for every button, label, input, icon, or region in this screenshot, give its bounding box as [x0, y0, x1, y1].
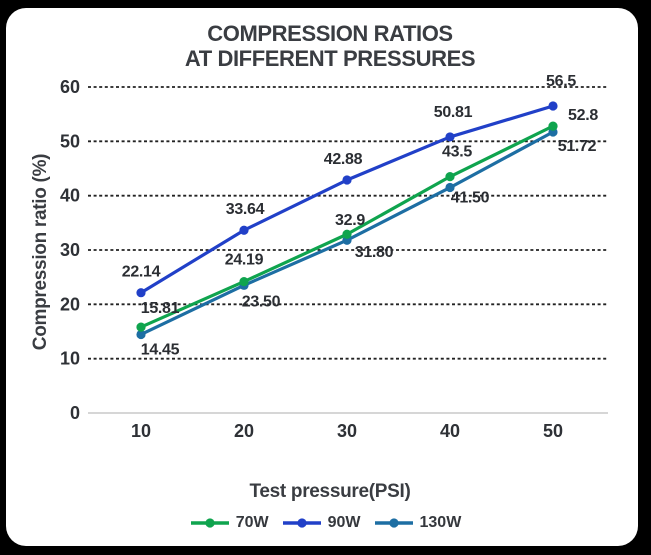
- y-tick-label-10: 10: [60, 349, 80, 369]
- y-tick-label-0: 0: [70, 403, 80, 423]
- data-point-90w-10: [136, 288, 146, 298]
- y-tick-label-60: 60: [60, 77, 80, 97]
- chart-card: [6, 8, 638, 546]
- data-label-70w-20: 24.19: [225, 252, 264, 269]
- x-tick-label-30: 30: [337, 421, 357, 441]
- x-axis-title: Test pressure(PSI): [249, 481, 411, 502]
- chart-title-line2: AT DIFFERENT PRESSURES: [184, 46, 476, 71]
- data-point-130w-10: [136, 329, 146, 340]
- data-point-90w-40: [445, 132, 455, 142]
- y-tick-label-50: 50: [60, 131, 80, 151]
- legend-item-90w: 90W: [282, 514, 361, 532]
- x-tick-label-20: 20: [234, 421, 254, 441]
- data-label-130w-40: 41.50: [451, 190, 490, 207]
- legend-dot-90w: [296, 518, 307, 528]
- x-tick-label-50: 50: [543, 421, 563, 441]
- legend-item-70w: 70W: [190, 514, 269, 532]
- y-tick-label-20: 20: [60, 294, 80, 314]
- data-point-90w-30: [342, 175, 352, 185]
- legend-dot-70w: [205, 518, 215, 528]
- legend-marker-130w: [374, 518, 413, 528]
- legend-marker-70w: [190, 518, 229, 528]
- legend-label-70w: 70W: [235, 514, 269, 531]
- data-label-130w-30: 31.80: [355, 244, 394, 261]
- chart-title: COMPRESSION RATIOS AT DIFFERENT PRESSURE…: [30, 21, 630, 71]
- data-label-90w-50: 56.5: [546, 73, 576, 90]
- data-label-90w-20: 33.64: [226, 201, 265, 218]
- series-line-90w: [139, 104, 555, 295]
- data-label-130w-20: 23.50: [242, 293, 281, 310]
- data-label-70w-10: 15.81: [141, 300, 180, 317]
- data-point-70w-40: [445, 172, 455, 182]
- legend-label-90w: 90W: [327, 514, 361, 531]
- data-label-130w-50: 51.72: [558, 138, 597, 155]
- legend-item-130w: 130W: [374, 514, 462, 532]
- y-tick-label-30: 30: [60, 240, 80, 260]
- x-tick-label-40: 40: [440, 421, 460, 441]
- data-label-90w-40: 50.81: [434, 104, 473, 121]
- data-label-70w-30: 32.9: [335, 212, 365, 229]
- data-point-70w-10: [136, 322, 146, 332]
- data-label-70w-40: 43.5: [442, 144, 472, 161]
- data-point-70w-20: [239, 276, 249, 287]
- chart-title-line1: COMPRESSION RATIOS: [207, 21, 453, 46]
- legend-marker-90w: [282, 518, 321, 528]
- data-point-130w-40: [445, 182, 455, 193]
- data-point-70w-30: [342, 229, 352, 239]
- data-point-90w-50: [548, 101, 558, 111]
- data-point-90w-20: [239, 225, 249, 235]
- data-point-70w-50: [548, 121, 558, 131]
- data-label-70w-50: 52.8: [568, 107, 598, 124]
- data-label-130w-10: 14.45: [141, 341, 180, 358]
- legend-dot-130w: [388, 518, 399, 528]
- x-tick-label-10: 10: [131, 421, 151, 441]
- data-label-90w-10: 22.14: [122, 264, 161, 281]
- data-label-90w-30: 42.88: [324, 151, 363, 168]
- legend: 70W 90W 130W: [0, 514, 651, 532]
- y-tick-label-40: 40: [60, 186, 80, 206]
- legend-label-130w: 130W: [419, 514, 462, 531]
